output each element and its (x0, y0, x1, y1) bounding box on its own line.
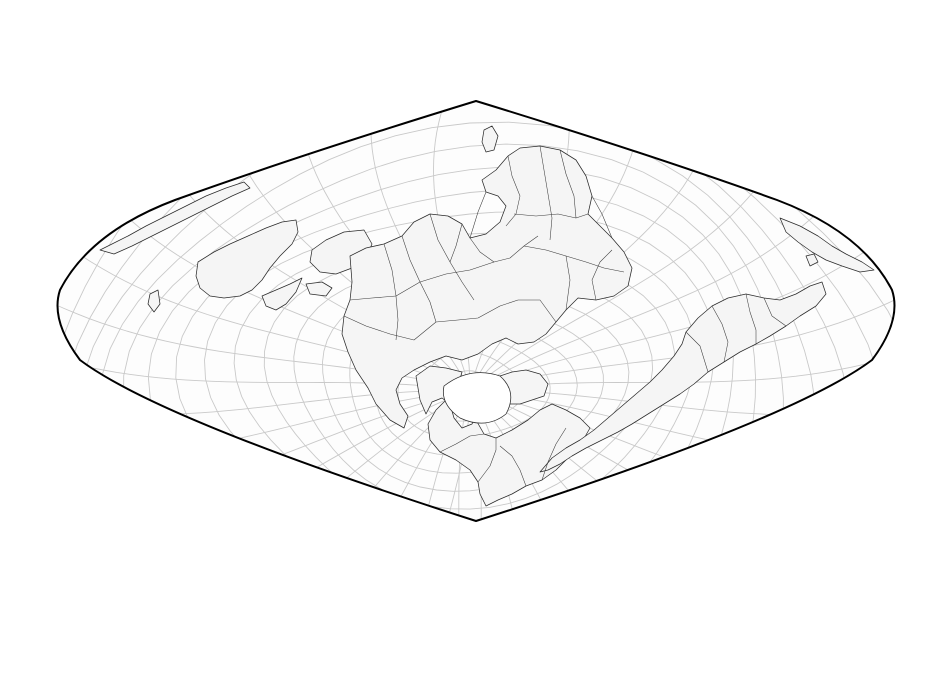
graticule-parallel (175, 189, 734, 521)
border-line (559, 149, 589, 219)
border-line (591, 195, 613, 239)
border-line (711, 305, 729, 363)
landmass-top-island (481, 125, 499, 153)
border-line (449, 223, 463, 263)
border-line (523, 245, 625, 273)
landmass-antarctica-ring (443, 372, 512, 424)
border-line (499, 445, 527, 487)
border-line (477, 438, 497, 483)
landmass-left-small-a (147, 289, 161, 313)
land-masses (99, 125, 875, 507)
country-borders (343, 145, 787, 487)
graticule-meridian (479, 364, 895, 416)
graticule-meridian (479, 296, 895, 390)
landmass-left-large (195, 219, 299, 299)
border-line (591, 249, 613, 301)
landmass-left-edge (99, 181, 251, 255)
border-line (763, 297, 787, 327)
border-line (469, 235, 539, 263)
border-line (685, 331, 709, 373)
border-line (565, 255, 571, 311)
graticule-meridian (234, 395, 468, 521)
graticule-parallel (123, 143, 784, 521)
graticule-parallel (397, 333, 551, 439)
graticule-meridian (478, 230, 895, 389)
border-line (541, 427, 567, 481)
landmass-left-islands (261, 277, 303, 311)
map-outline (56, 99, 896, 523)
landmass-right-edge (779, 217, 875, 273)
border-line (513, 213, 577, 219)
border-line (745, 293, 757, 344)
border-line (343, 299, 557, 341)
graticule-meridian (64, 394, 465, 521)
border-line (539, 145, 553, 241)
border-line (469, 191, 487, 239)
graticule-parallel (204, 211, 715, 521)
landmass-right-large (539, 281, 827, 473)
graticule-meridian (144, 395, 466, 521)
border-line (349, 261, 495, 301)
landmass-left-small-b (305, 281, 333, 297)
border-line (505, 155, 521, 227)
graticule-meridian (57, 393, 464, 521)
border-line (439, 433, 485, 453)
landmass-central (341, 145, 633, 429)
landmass-right-small (805, 253, 819, 267)
